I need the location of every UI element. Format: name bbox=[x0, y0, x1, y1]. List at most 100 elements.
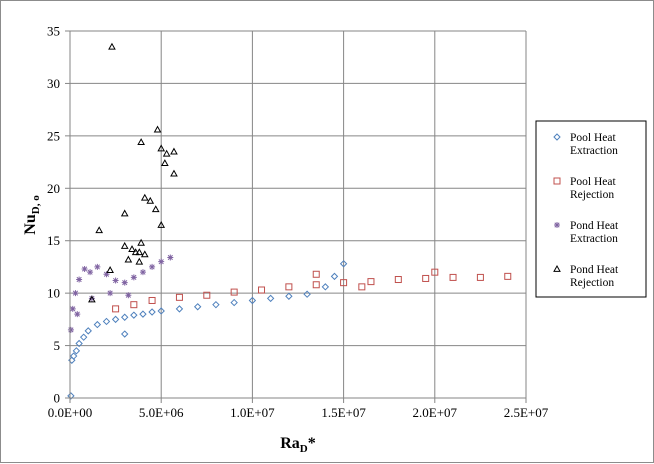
y-tick-label: 30 bbox=[47, 76, 60, 91]
data-point bbox=[120, 209, 129, 217]
data-point bbox=[476, 273, 484, 281]
data-point bbox=[72, 290, 79, 297]
data-point bbox=[67, 326, 74, 333]
legend-label-pool-extraction: Pool Heat Extraction bbox=[570, 132, 619, 157]
data-point bbox=[157, 307, 165, 315]
data-point bbox=[431, 268, 439, 276]
data-point bbox=[125, 292, 132, 299]
data-point bbox=[140, 193, 149, 201]
data-point bbox=[95, 226, 104, 234]
data-point bbox=[285, 283, 293, 291]
data-point bbox=[94, 263, 101, 270]
data-point bbox=[72, 347, 81, 355]
data-point bbox=[162, 149, 171, 157]
data-point bbox=[79, 333, 88, 341]
data-point bbox=[153, 125, 162, 133]
data-point bbox=[75, 339, 83, 348]
data-point bbox=[157, 220, 166, 228]
data-point bbox=[130, 301, 138, 309]
y-tick-label: 0 bbox=[54, 391, 61, 406]
y-axis-title: NuD, o bbox=[22, 195, 42, 235]
data-point bbox=[121, 279, 128, 286]
data-point bbox=[193, 303, 202, 311]
data-point bbox=[175, 293, 183, 301]
data-point bbox=[69, 305, 76, 312]
data-point bbox=[124, 255, 133, 263]
data-point bbox=[149, 263, 156, 270]
data-point bbox=[106, 266, 114, 273]
y-tick-label: 10 bbox=[47, 286, 60, 301]
y-tick-label: 5 bbox=[54, 338, 61, 353]
data-point bbox=[121, 330, 129, 338]
legend-marker bbox=[553, 133, 561, 141]
series-3 bbox=[88, 42, 178, 303]
data-point bbox=[139, 310, 147, 318]
legend-label-line2: Rejection bbox=[570, 189, 614, 201]
data-point bbox=[230, 298, 238, 307]
x-tick-label: 1.5E+07 bbox=[321, 405, 366, 420]
legend-label-pool-rejection: Pool Heat Rejection bbox=[570, 176, 619, 201]
data-point bbox=[139, 269, 146, 276]
y-tick-label: 35 bbox=[47, 24, 60, 39]
axes bbox=[69, 31, 526, 399]
data-point bbox=[74, 311, 81, 318]
legend: Pool Heat Extraction Pool Heat Rejection… bbox=[535, 120, 647, 298]
data-point bbox=[130, 311, 138, 319]
data-point bbox=[128, 245, 136, 253]
data-point bbox=[394, 276, 402, 284]
data-point bbox=[367, 278, 375, 286]
data-point bbox=[248, 296, 257, 305]
data-point bbox=[121, 313, 129, 321]
data-point bbox=[131, 248, 140, 256]
data-point bbox=[146, 196, 155, 204]
data-point bbox=[151, 205, 160, 213]
legend-box bbox=[535, 120, 647, 298]
legend-label-line2: Rejection bbox=[570, 277, 614, 289]
x-tick-label: 1.0E+07 bbox=[230, 405, 275, 420]
x-tick-label: 2.0E+07 bbox=[413, 405, 458, 420]
x-tick-label: 0.0E+00 bbox=[48, 405, 93, 420]
data-point bbox=[111, 315, 120, 324]
series-2 bbox=[67, 254, 174, 333]
x-tick-label: 2.5E+07 bbox=[504, 405, 549, 420]
y-tick-label: 25 bbox=[47, 128, 60, 143]
data-point bbox=[112, 277, 119, 284]
data-point bbox=[285, 292, 293, 300]
plot-area bbox=[70, 31, 526, 398]
data-point bbox=[108, 42, 116, 50]
data-point bbox=[230, 288, 238, 296]
legend-label-line2: Extraction bbox=[570, 233, 618, 245]
data-point bbox=[112, 305, 120, 313]
data-point bbox=[339, 260, 348, 268]
data-point bbox=[175, 305, 184, 313]
data-point bbox=[137, 138, 145, 146]
data-point bbox=[312, 270, 320, 278]
data-point bbox=[130, 274, 137, 281]
tick-labels: 0.0E+00 5.0E+06 1.0E+07 1.5E+07 2.0E+07 2.5E+… bbox=[47, 24, 549, 421]
legend-label-pond-extraction: Pond Heat Extraction bbox=[570, 220, 621, 245]
x-tick-label: 5.0E+06 bbox=[139, 405, 184, 420]
data-point bbox=[160, 159, 169, 167]
data-point bbox=[140, 250, 149, 258]
data-point bbox=[84, 327, 92, 335]
data-point bbox=[330, 272, 339, 281]
legend-marker bbox=[553, 177, 561, 185]
data-point bbox=[158, 258, 165, 265]
data-point bbox=[88, 295, 95, 302]
legend-label-pond-rejection: Pond Heat Rejection bbox=[570, 264, 621, 289]
data-point bbox=[103, 271, 110, 278]
y-tick-label: 15 bbox=[47, 233, 60, 248]
data-point bbox=[266, 294, 275, 303]
data-point bbox=[212, 300, 220, 309]
legend-marker bbox=[554, 222, 560, 228]
data-point bbox=[135, 248, 144, 256]
data-point bbox=[504, 272, 512, 280]
data-point bbox=[148, 296, 156, 304]
data-point bbox=[422, 274, 430, 282]
data-point bbox=[88, 295, 96, 303]
legend-marker bbox=[553, 264, 561, 272]
legend-markers bbox=[553, 133, 561, 272]
data-point bbox=[137, 238, 145, 246]
